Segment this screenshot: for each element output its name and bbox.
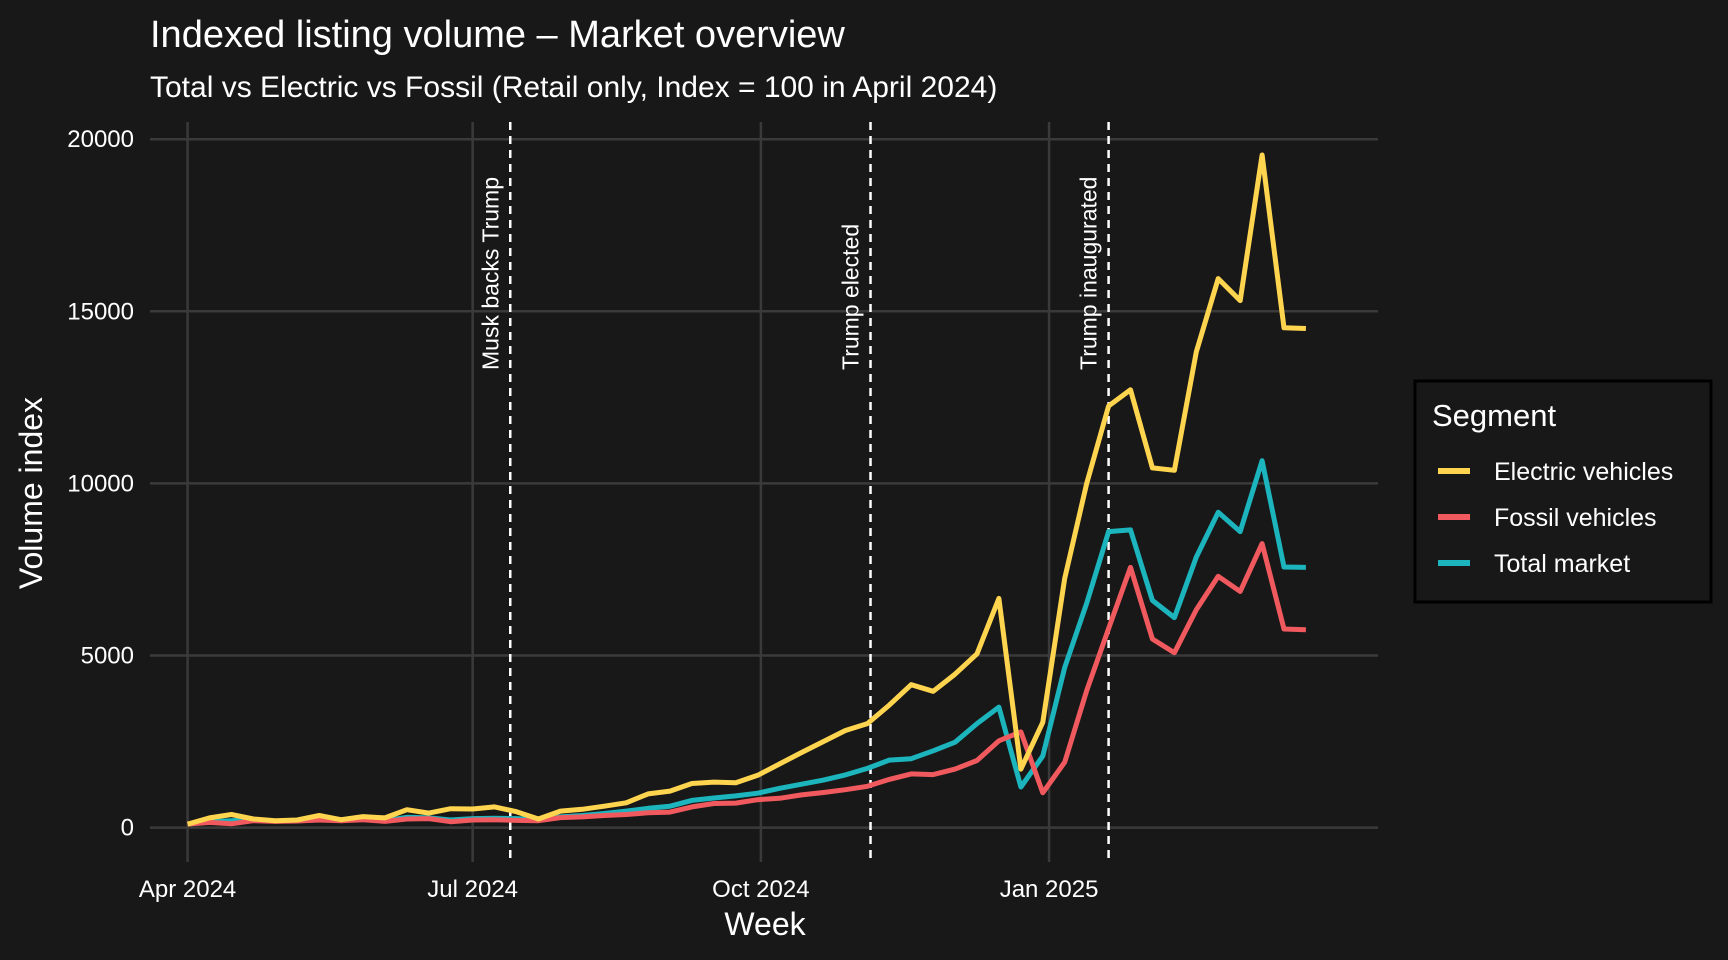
x-tick-label: Jan 2025 — [1000, 876, 1099, 903]
event-label: Trump elected — [838, 224, 864, 370]
x-axis-title: Week — [724, 906, 806, 942]
chart-subtitle: Total vs Electric vs Fossil (Retail only… — [150, 71, 997, 104]
legend-label: Total market — [1494, 550, 1630, 578]
legend: Segment Electric vehicles Fossil vehicles… — [1413, 379, 1713, 604]
chart-title: Indexed listing volume – Market overview — [150, 14, 845, 56]
series-line-fossil-vehicles — [187, 541, 1306, 827]
x-tick-label: Oct 2024 — [712, 876, 809, 903]
event-label: Trump inaugurated — [1076, 177, 1102, 370]
event-markers: Musk backs Trump Trump elected Trump inaug… — [477, 122, 1110, 862]
event-label: Musk backs Trump — [477, 177, 503, 370]
legend-label: Fossil vehicles — [1494, 504, 1657, 532]
y-tick-label: 20000 — [67, 126, 134, 153]
y-axis-ticks: 0 5000 10000 15000 20000 — [67, 126, 134, 841]
y-tick-label: 5000 — [81, 642, 134, 669]
y-axis-title: Volume index — [13, 397, 49, 589]
y-tick-label: 10000 — [67, 470, 134, 497]
series-line-electric-vehicles — [186, 152, 1306, 827]
legend-label: Electric vehicles — [1494, 458, 1673, 486]
y-tick-label: 0 — [121, 815, 134, 842]
x-axis-ticks: Apr 2024 Jul 2024 Oct 2024 Jan 2025 — [139, 876, 1099, 903]
legend-entries: Electric vehicles Fossil vehicles Total ma… — [1438, 458, 1673, 578]
x-tick-label: Apr 2024 — [139, 876, 236, 903]
y-tick-label: 15000 — [67, 298, 134, 325]
series-lines — [186, 152, 1306, 827]
x-tick-label: Jul 2024 — [427, 876, 518, 903]
grid — [150, 122, 1378, 862]
legend-title: Segment — [1432, 398, 1556, 433]
